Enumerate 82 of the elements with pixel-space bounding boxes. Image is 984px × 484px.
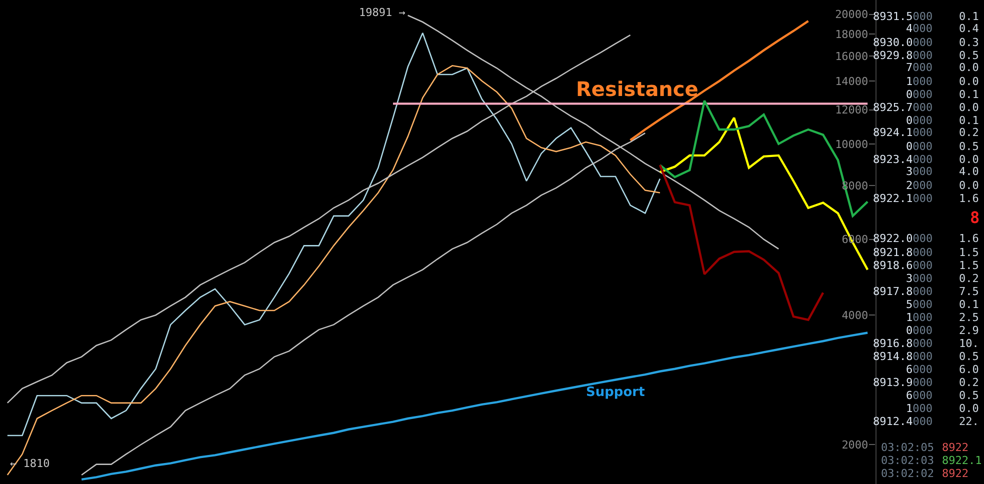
annotation: 8929.8000 <box>873 49 933 62</box>
y-tick-label: 4000 <box>842 308 868 322</box>
text: 0.1 <box>959 88 979 101</box>
line-series <box>658 100 869 218</box>
text: 0000 <box>906 88 932 101</box>
text: 0.1 <box>959 298 979 311</box>
text: 1000 <box>906 402 932 415</box>
annotation: 8914.8000 <box>873 350 933 363</box>
annotation: 8912.4000 <box>873 415 933 428</box>
text: 22. <box>959 415 979 428</box>
text: 2000 <box>906 179 932 192</box>
text: 0.3 <box>959 36 979 49</box>
text: 0.0 <box>959 402 979 415</box>
text: 6000 <box>906 389 932 402</box>
text: 7000 <box>906 61 932 74</box>
annotation: 8923.4000 <box>873 153 933 166</box>
text: 2.9 <box>959 324 979 337</box>
text: 4000 <box>906 22 932 35</box>
annotation: 8922.0000 <box>873 232 933 245</box>
annotation: 8913.9000 <box>873 376 933 389</box>
line-series <box>80 332 869 481</box>
annotation: 8922.1000 <box>873 192 933 205</box>
text: 1000 <box>906 311 932 324</box>
annotation: 8930.0000 <box>873 36 933 49</box>
text: 0.5 <box>959 49 979 62</box>
text: 0.2 <box>959 272 979 285</box>
text: 03:02:05 <box>881 441 934 454</box>
annotation: 19891 → <box>359 6 406 19</box>
text: 1.6 <box>959 192 979 205</box>
y-tick-label: 2000 <box>842 438 868 452</box>
y-tick-label: 12000 <box>835 104 868 117</box>
text: 0000 <box>906 324 932 337</box>
y-tick-label: 14000 <box>835 74 868 88</box>
text: 1.6 <box>959 232 979 245</box>
text: 0.0 <box>959 153 979 166</box>
text: 6000 <box>906 363 932 376</box>
text: 0.1 <box>959 114 979 127</box>
text: 6.0 <box>959 363 979 376</box>
text: 0.5 <box>959 140 979 153</box>
annotation: Support <box>586 385 645 400</box>
text: 0.2 <box>959 126 979 139</box>
text: 4.0 <box>959 165 979 178</box>
text: 0000 <box>906 140 932 153</box>
text: 1.5 <box>959 259 979 272</box>
text: 0.4 <box>959 22 980 35</box>
text: 0.2 <box>959 376 979 389</box>
y-tick-label: 18000 <box>835 28 868 41</box>
text: 0.5 <box>959 350 979 363</box>
text: 3000 <box>906 272 932 285</box>
annotation: 8924.1000 <box>873 126 933 139</box>
annotation: 8916.8000 <box>873 337 933 350</box>
text: 0.0 <box>959 61 979 74</box>
text: 0.0 <box>959 101 979 114</box>
annotation: 8918.6000 <box>873 259 933 272</box>
text: 0.0 <box>959 179 979 192</box>
text: 10. <box>959 337 979 350</box>
text: 8 <box>970 208 980 227</box>
y-tick-label: 16000 <box>835 50 868 63</box>
line-series <box>658 116 869 271</box>
y-tick-label: 20000 <box>835 8 868 22</box>
text: 0.1 <box>959 10 979 23</box>
text: 1000 <box>906 75 932 88</box>
annotation: Resistance <box>576 77 698 101</box>
line-series <box>658 164 824 321</box>
text: 03:02:03 <box>881 454 934 467</box>
text: 0.5 <box>959 389 979 402</box>
annotation: 8931.5000 <box>873 10 933 23</box>
text: 3000 <box>906 165 932 178</box>
text: 03:02:02 <box>881 467 934 480</box>
text: 8922 <box>942 441 968 454</box>
annotation: 8925.7000 <box>873 101 933 114</box>
text: 2.5 <box>959 311 979 324</box>
text: 5000 <box>906 298 932 311</box>
text: 8922 <box>942 467 968 480</box>
text: 8922.1 <box>942 454 982 467</box>
y-tick-label: 10000 <box>835 138 868 151</box>
text: 7.5 <box>959 285 979 298</box>
text: 0000 <box>906 114 932 127</box>
text: 1.5 <box>959 246 979 259</box>
annotation: 8921.8000 <box>873 246 933 259</box>
annotation: 8917.8000 <box>873 285 933 298</box>
text: 0.0 <box>959 75 979 88</box>
